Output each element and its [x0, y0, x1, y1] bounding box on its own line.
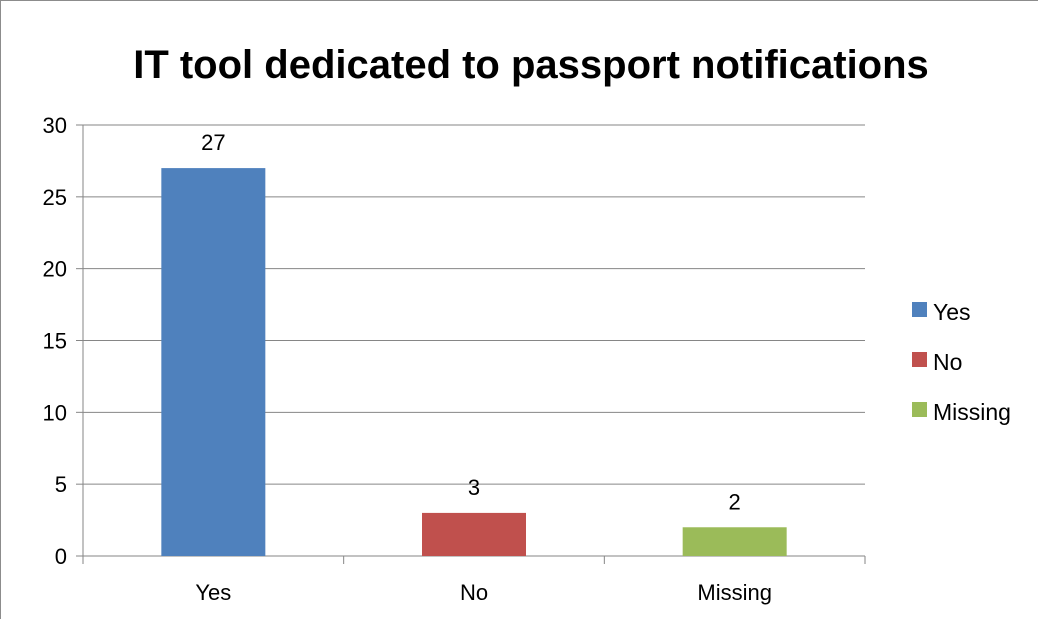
legend-label: Yes — [933, 298, 971, 325]
data-label: 27 — [201, 130, 225, 155]
legend-swatch-no — [912, 352, 927, 368]
data-label: 3 — [468, 475, 480, 500]
legend-item-missing: Missing — [912, 395, 1011, 425]
y-tick-labels: 0 5 10 15 20 25 30 — [43, 113, 67, 569]
legend-label: No — [933, 348, 963, 375]
bar-no — [422, 512, 526, 556]
x-tick-labels: Yes No Missing — [195, 580, 772, 605]
y-tick-label: 15 — [43, 329, 67, 354]
legend-item-no: No — [912, 345, 1011, 375]
y-tick-label: 0 — [55, 544, 67, 569]
legend-swatch-yes — [912, 302, 927, 318]
y-tick-label: 20 — [43, 257, 67, 282]
data-label: 2 — [729, 489, 741, 514]
y-tick-label: 25 — [43, 185, 67, 210]
y-tick-label: 5 — [55, 472, 67, 497]
x-tick-label: No — [460, 580, 488, 605]
legend-item-yes: Yes — [912, 295, 1011, 325]
legend-swatch-missing — [912, 402, 927, 418]
legend: Yes No Missing — [912, 295, 1011, 445]
x-tick-label: Yes — [195, 580, 231, 605]
y-tick-label: 10 — [43, 400, 67, 425]
data-labels: 27 3 2 — [201, 130, 741, 514]
legend-label: Missing — [933, 398, 1011, 425]
x-tick-label: Missing — [697, 580, 772, 605]
bars — [161, 168, 787, 556]
bar-yes — [161, 168, 266, 556]
chart-title: IT tool dedicated to passport notificati… — [133, 43, 929, 87]
bar-missing — [682, 527, 787, 556]
y-tick-label: 30 — [43, 113, 67, 138]
